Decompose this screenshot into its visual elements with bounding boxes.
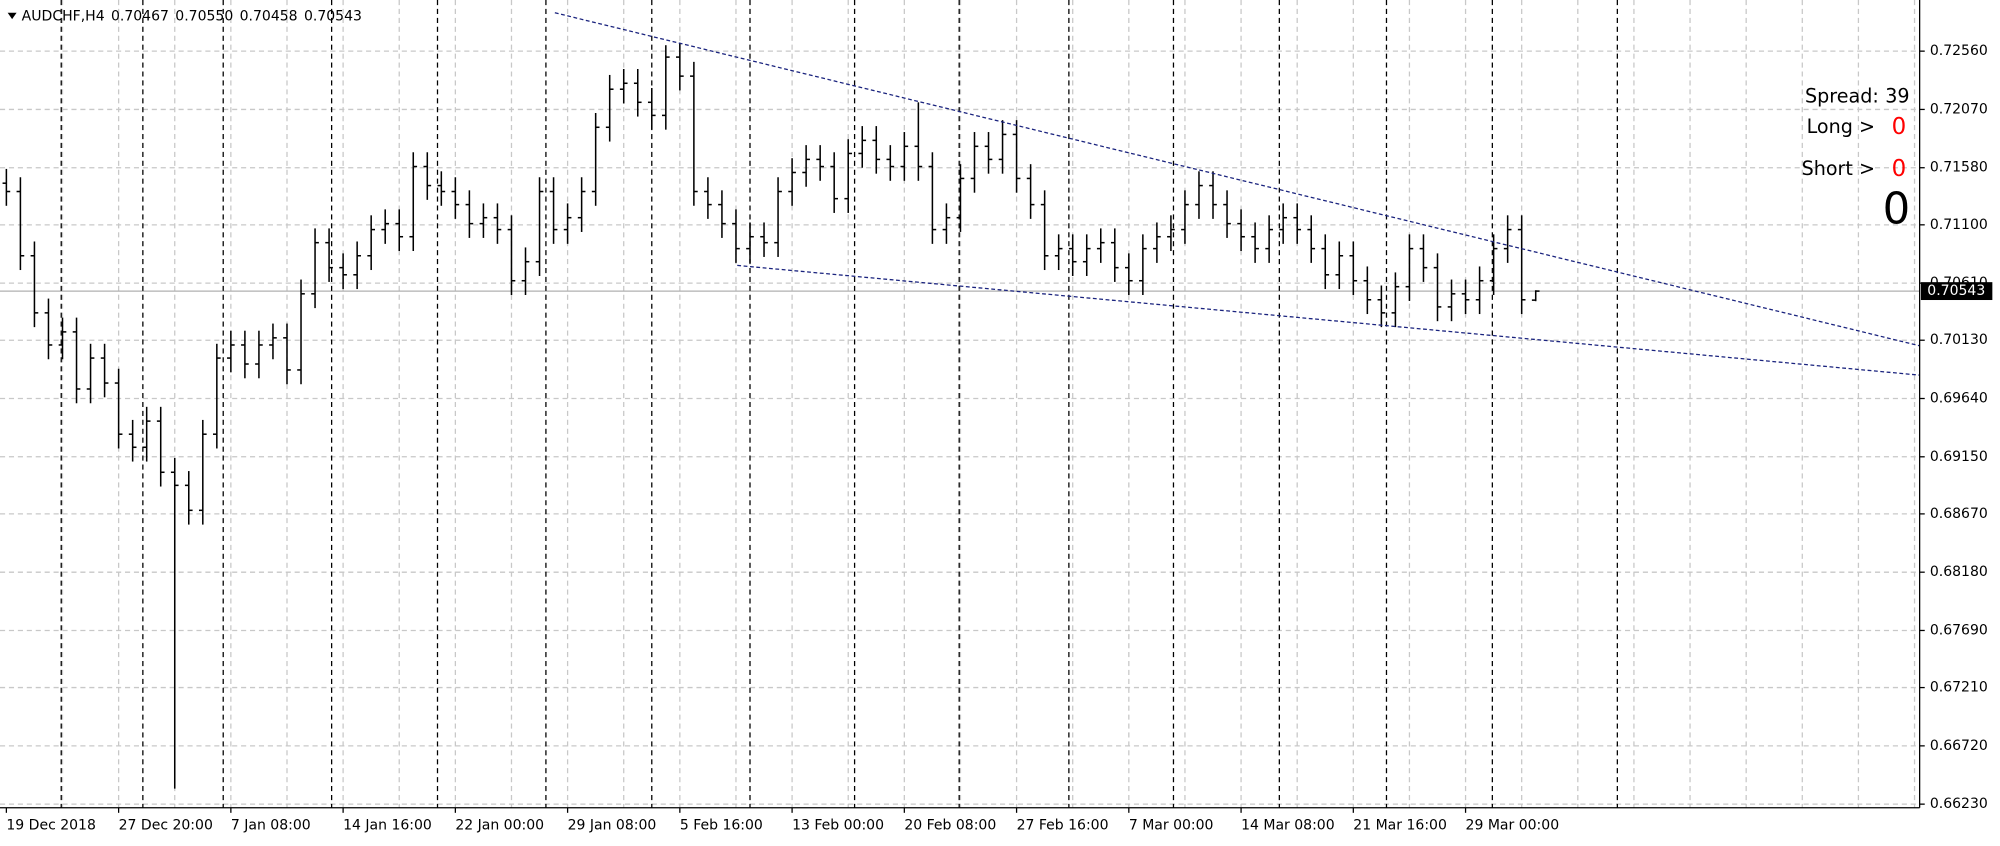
x-tick-label: 19 Dec 2018 (6, 818, 96, 834)
y-tick-label: 0.68670 (1930, 506, 1988, 522)
total-value: 0 (1883, 184, 1911, 234)
close-price: 0.70543 (304, 9, 362, 25)
price-axis-bg (1919, 0, 2000, 846)
current-price-label: 0.70543 (1927, 283, 1985, 299)
y-tick-label: 0.68180 (1930, 564, 1988, 580)
x-tick-label: 5 Feb 16:00 (680, 818, 763, 834)
x-tick-label: 29 Jan 08:00 (568, 818, 657, 834)
y-tick-label: 0.69150 (1930, 449, 1988, 465)
y-tick-label: 0.66230 (1930, 796, 1988, 812)
low-price: 0.70458 (240, 9, 298, 25)
symbol: AUDCHF,H4 (22, 9, 105, 25)
spread-panel: Spread: 39 Long > 0 Short > 0 0 (1802, 84, 1911, 234)
current-price-box (1920, 282, 1993, 301)
long-label: Long > (1807, 115, 1875, 138)
spread-value: 39 (1885, 84, 1909, 107)
y-tick-label: 0.67690 (1930, 622, 1988, 638)
x-tick-label: 14 Mar 08:00 (1241, 818, 1335, 834)
y-tick-label: 0.72560 (1930, 43, 1988, 59)
y-tick-label: 0.71580 (1930, 160, 1988, 176)
x-tick-label: 27 Dec 20:00 (119, 818, 213, 834)
upper-trendline (554, 12, 1920, 347)
x-tick-label: 7 Jan 08:00 (231, 818, 311, 834)
open-price: 0.70467 (111, 9, 169, 25)
x-tick-label: 13 Feb 00:00 (792, 818, 884, 834)
x-tick-label: 14 Jan 16:00 (343, 818, 432, 834)
y-tick-label: 0.69640 (1930, 391, 1988, 407)
x-tick-label: 29 Mar 00:00 (1466, 818, 1560, 834)
x-tick-label: 20 Feb 08:00 (904, 818, 996, 834)
header: AUDCHF,H4 0.70467 0.70550 0.70458 0.70543 (22, 9, 362, 25)
x-tick-label: 7 Mar 00:00 (1129, 818, 1214, 834)
high-price: 0.70550 (175, 9, 233, 25)
period-separators (60, 0, 1618, 808)
y-tick-label: 0.72070 (1930, 101, 1988, 117)
lower-trendline (737, 264, 1920, 376)
axes: 0.725600.720700.715800.711000.706100.701… (5, 43, 1993, 834)
short-value: 0 (1892, 156, 1907, 182)
x-tick-label: 22 Jan 00:00 (455, 818, 544, 834)
bars (2, 42, 1540, 789)
y-tick-label: 0.70130 (1930, 332, 1988, 348)
y-tick-label: 0.66720 (1930, 738, 1988, 754)
y-tick-label: 0.67210 (1930, 680, 1988, 696)
x-tick-label: 27 Feb 16:00 (1017, 818, 1109, 834)
spread-label: Spread: (1805, 84, 1879, 107)
y-tick-label: 0.71100 (1930, 217, 1988, 233)
short-label: Short > (1802, 157, 1875, 180)
x-tick-label: 21 Mar 16:00 (1353, 818, 1447, 834)
long-value: 0 (1892, 114, 1907, 140)
menu-icon[interactable] (7, 12, 17, 20)
